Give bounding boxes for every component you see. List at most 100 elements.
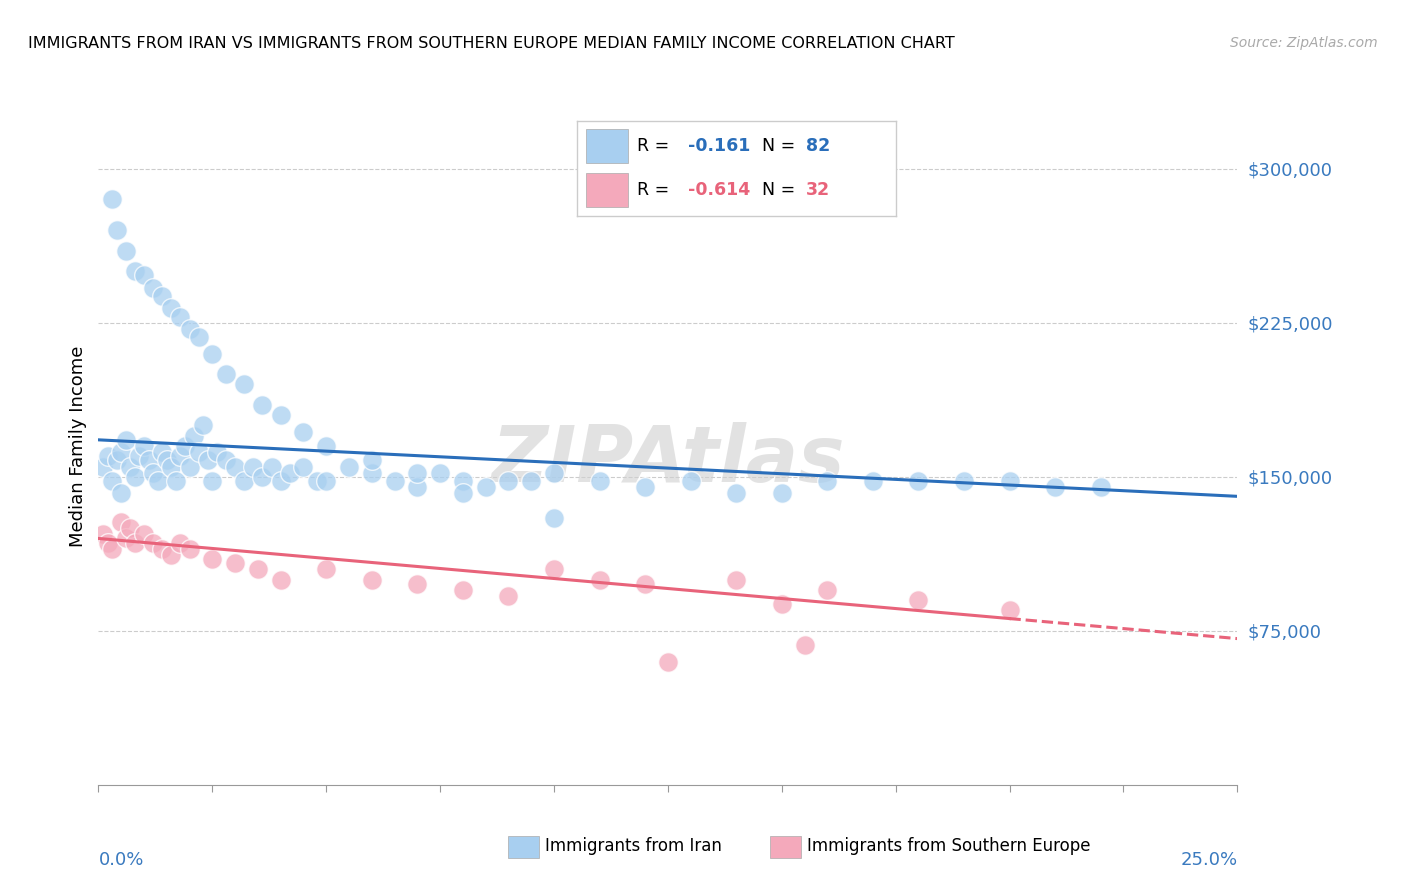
Point [278, 466, 301, 480]
Point [360, 466, 382, 480]
Point [360, 453, 382, 467]
Point [770, 486, 793, 500]
Point [114, 433, 136, 447]
Point [215, 367, 238, 381]
Point [429, 466, 451, 480]
Point [233, 377, 256, 392]
Point [360, 573, 382, 587]
Point [187, 330, 209, 344]
Point [179, 541, 201, 556]
Y-axis label: Median Family Income: Median Family Income [69, 345, 87, 547]
Point [160, 548, 183, 562]
Point [132, 439, 155, 453]
Point [146, 474, 169, 488]
Point [105, 223, 128, 237]
Point [270, 474, 292, 488]
Point [120, 521, 142, 535]
Point [543, 511, 565, 525]
Point [193, 418, 215, 433]
Point [315, 562, 337, 576]
Point [96, 535, 118, 549]
Point [124, 535, 146, 549]
Point [101, 541, 124, 556]
Point [725, 486, 748, 500]
Text: 0.0%: 0.0% [98, 851, 143, 869]
Point [953, 474, 976, 488]
Point [132, 268, 155, 283]
Point [183, 428, 205, 442]
Point [815, 582, 838, 597]
Point [292, 459, 315, 474]
Point [260, 459, 283, 474]
Point [315, 439, 337, 453]
Point [156, 453, 179, 467]
Point [406, 576, 429, 591]
Point [657, 655, 679, 669]
Point [105, 453, 128, 467]
Point [110, 515, 132, 529]
Text: Immigrants from Iran: Immigrants from Iran [546, 837, 721, 855]
Point [474, 480, 496, 494]
Point [907, 474, 929, 488]
Point [337, 459, 360, 474]
Point [246, 562, 269, 576]
Point [679, 474, 702, 488]
Point [634, 576, 657, 591]
Point [160, 459, 183, 474]
Point [233, 474, 256, 488]
Point [543, 466, 565, 480]
Text: ZIPAtlas: ZIPAtlas [491, 422, 845, 498]
Point [242, 459, 264, 474]
Point [543, 562, 565, 576]
Point [406, 480, 429, 494]
Point [634, 480, 657, 494]
Point [907, 593, 929, 607]
Point [120, 459, 142, 474]
Point [1090, 480, 1112, 494]
Point [124, 470, 146, 484]
Point [197, 453, 219, 467]
Text: Source: ZipAtlas.com: Source: ZipAtlas.com [1230, 36, 1378, 50]
Point [110, 486, 132, 500]
Point [101, 474, 124, 488]
Point [498, 589, 520, 603]
Point [451, 582, 474, 597]
Point [270, 408, 292, 422]
Text: IMMIGRANTS FROM IRAN VS IMMIGRANTS FROM SOUTHERN EUROPE MEDIAN FAMILY INCOME COR: IMMIGRANTS FROM IRAN VS IMMIGRANTS FROM … [28, 36, 955, 51]
Point [142, 466, 165, 480]
Point [498, 474, 520, 488]
Point [138, 453, 160, 467]
Point [142, 535, 165, 549]
Point [96, 450, 118, 464]
Point [815, 474, 838, 488]
Point [201, 474, 224, 488]
Point [520, 474, 543, 488]
Point [205, 445, 228, 459]
Point [150, 445, 173, 459]
Point [110, 445, 132, 459]
Point [165, 474, 187, 488]
Point [315, 474, 337, 488]
Point [132, 527, 155, 541]
Point [179, 459, 201, 474]
Point [998, 603, 1021, 617]
Text: Immigrants from Southern Europe: Immigrants from Southern Europe [807, 837, 1091, 855]
Point [215, 453, 238, 467]
Point [124, 264, 146, 278]
Point [451, 474, 474, 488]
Point [793, 638, 815, 652]
Point [114, 244, 136, 258]
Point [169, 450, 191, 464]
Point [725, 573, 748, 587]
Point [252, 398, 274, 412]
Point [187, 445, 209, 459]
Point [588, 573, 610, 587]
Point [406, 466, 429, 480]
Point [201, 552, 224, 566]
Point [150, 541, 173, 556]
Point [384, 474, 406, 488]
Point [770, 597, 793, 611]
Text: 25.0%: 25.0% [1180, 851, 1237, 869]
Point [174, 439, 197, 453]
Point [128, 450, 150, 464]
